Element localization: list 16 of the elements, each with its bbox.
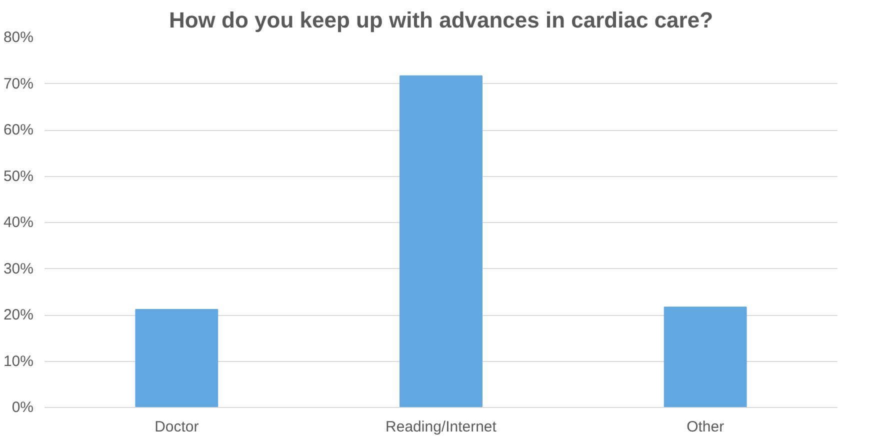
y-tick-label: 40% [3, 214, 34, 231]
chart-title: How do you keep up with advances in cardiac care? [168, 8, 714, 32]
bar [135, 308, 218, 408]
y-tick-label: 60% [3, 122, 34, 138]
y-tick-label: 50% [3, 168, 34, 185]
bar [664, 306, 747, 408]
x-tick-label: Doctor [154, 418, 199, 436]
y-tick-label: 30% [3, 260, 34, 278]
y-tick-label: 20% [3, 306, 34, 324]
x-tick-label: Other [686, 418, 724, 436]
y-tick-label: 0% [12, 399, 34, 416]
y-tick-label: 70% [3, 75, 34, 92]
x-tick-label: Reading/Internet [386, 418, 498, 436]
y-tick-label: 80% [3, 29, 34, 46]
y-tick-label: 10% [3, 352, 34, 370]
bar [400, 75, 482, 408]
